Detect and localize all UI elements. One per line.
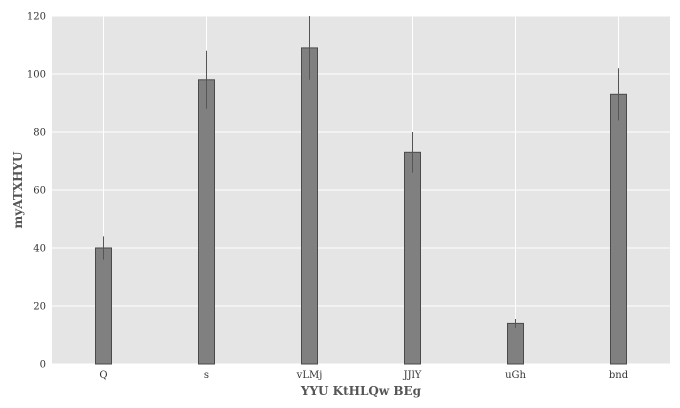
y-tick-label: 20 [33, 302, 46, 313]
y-tick-label: 40 [33, 244, 46, 255]
bar-Q [95, 247, 112, 365]
y-tick-label: 0 [40, 360, 46, 371]
x-tick-label: bnd [609, 370, 629, 381]
bar-JJlY [404, 151, 421, 365]
y-tick-label: 80 [33, 128, 46, 139]
x-tick-label: s [204, 370, 209, 381]
bar-vLMj [301, 47, 318, 365]
x-tick-label: Q [99, 370, 107, 381]
x-tick-label: JJlY [403, 370, 422, 381]
bar-uGh [507, 322, 524, 365]
x-tick-label: uGh [505, 370, 526, 381]
y-axis-label: myATXHYU [11, 151, 25, 228]
y-tick-label: 100 [27, 70, 46, 81]
y-tick-label: 60 [33, 186, 46, 197]
y-tick-label: 120 [27, 12, 46, 23]
x-axis-label: YYU KtHLQw BEg [300, 384, 422, 398]
error-bars [103, 16, 619, 328]
bar-s [198, 79, 215, 365]
bar-bnd [610, 93, 627, 365]
y-tick-labels: 0 20 40 60 80 100 120 [27, 12, 46, 371]
x-tick-label: vLMj [296, 370, 323, 381]
